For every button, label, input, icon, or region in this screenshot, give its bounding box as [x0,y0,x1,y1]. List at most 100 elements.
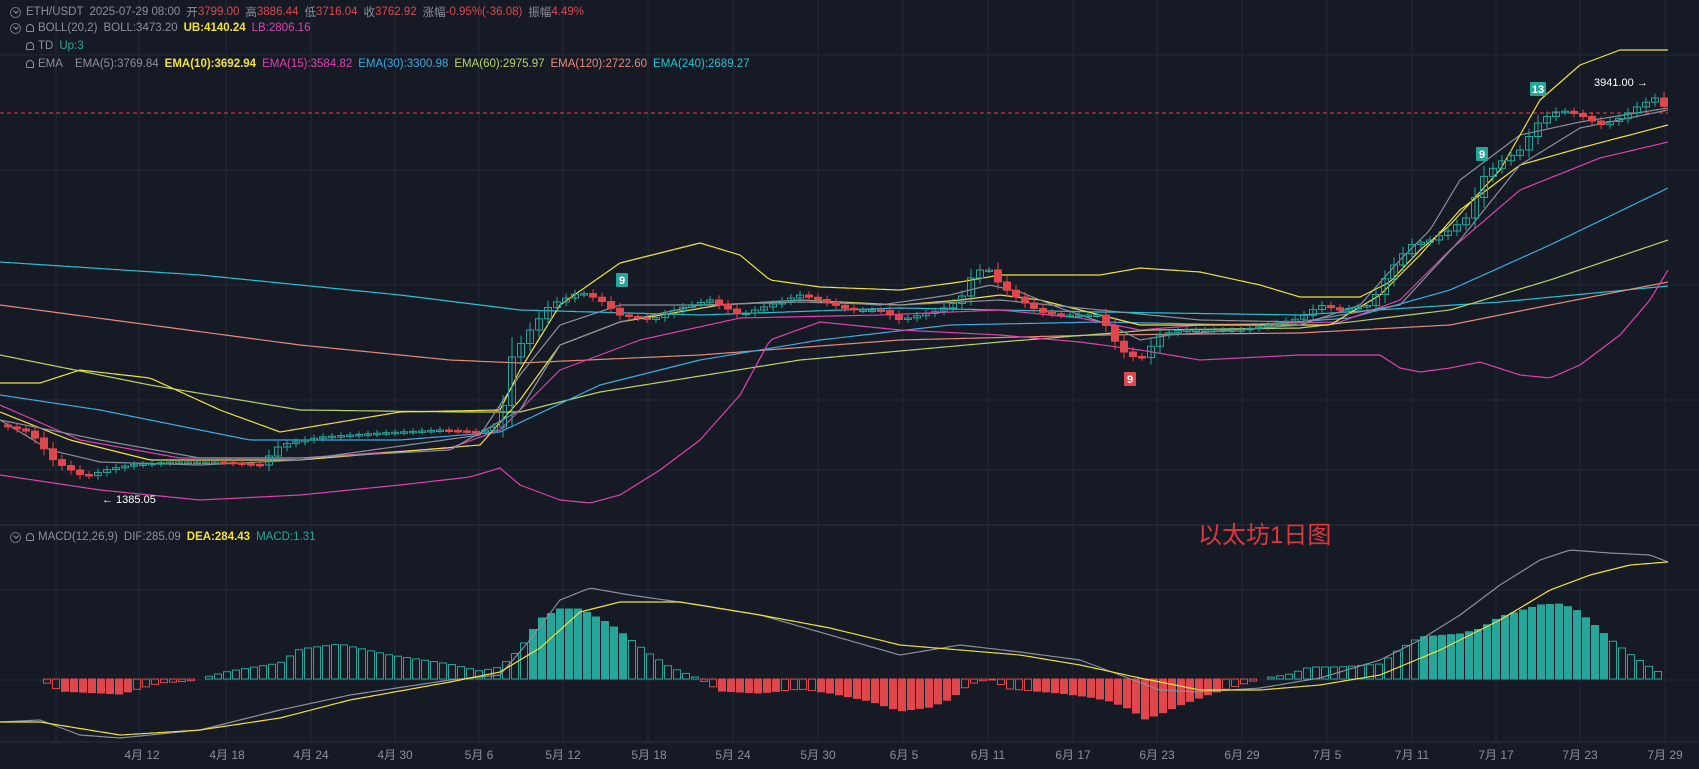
macd-bar [1618,647,1626,680]
macd-bar [394,655,402,680]
candle [1129,351,1137,357]
macd-bar [601,621,609,680]
macd-bar [1195,678,1203,699]
macd-bar [970,678,978,684]
macd-bar [322,645,330,680]
collapse-toggle-icon[interactable] [10,531,21,543]
x-tick-label: 4月 30 [377,748,413,762]
macd-bar [1168,678,1176,710]
bell-icon[interactable] [26,533,34,541]
candle [1084,314,1092,317]
candle [229,461,237,465]
candle [472,430,480,434]
bell-icon[interactable] [26,24,34,32]
bell-icon[interactable] [26,42,34,50]
macd-bar [1492,618,1500,680]
candle [553,301,561,309]
candle [175,461,183,464]
candle [607,301,615,309]
candle [274,446,282,457]
x-tick-label: 6月 11 [971,748,1006,762]
macd-bar [1645,665,1653,680]
candle [742,312,750,315]
candle [1489,167,1497,177]
bell-icon[interactable] [26,60,34,68]
macd-bar [547,613,555,680]
candle [1543,116,1551,124]
candle [373,432,381,436]
macd-bar [835,678,843,696]
macd-bar [1132,678,1140,714]
macd-bar [169,678,177,683]
candle [49,448,57,461]
macd-bar [1312,666,1320,680]
macd-bar [313,646,321,680]
ema-item: EMA(30):3300.98 [358,58,449,70]
candle [598,296,606,303]
candle [193,461,201,464]
boll-upper-line [0,49,1668,433]
macd-bar [1024,678,1032,691]
candle [985,269,993,272]
macd-bar [1105,678,1113,702]
macd-bar [826,678,834,694]
ema-item: EMA(60):2975.97 [454,58,545,70]
candle [67,465,75,471]
ema240-line [0,261,1669,316]
macd-bar [115,678,123,695]
macd-bar [1528,606,1536,680]
macd-bar [286,655,294,680]
candle [1534,122,1542,137]
td-legend: TD Up:3 [10,40,84,52]
candle [382,432,390,435]
candle [112,467,120,471]
macd-dif: DIF:285.09 [123,531,181,543]
candle [1651,97,1659,103]
macd-bar [646,653,654,680]
macd-bar [592,616,600,680]
macd-bar [1123,678,1131,709]
macd-bar [637,646,645,680]
candle [958,295,966,304]
candle [922,313,930,317]
x-tick-label: 6月 29 [1224,748,1260,762]
macd-legend: MACD(12,26,9) DIF:285.09 DEA:284.43 MACD… [10,531,316,543]
macd-bar [619,633,627,680]
macd-bar [448,663,456,680]
candle [265,455,273,466]
boll-lower-line [0,269,1669,504]
candle [319,436,327,439]
candle [1372,294,1380,306]
candle [409,430,417,434]
candle [427,429,435,433]
collapse-toggle-icon[interactable] [10,6,21,18]
macd-bar [853,678,861,699]
macd-bar [1231,678,1239,687]
candle [481,429,489,433]
candle [238,462,246,465]
candle [1246,327,1254,331]
candle [1606,121,1614,126]
candle [1075,314,1083,317]
candle [1642,101,1650,108]
candle [832,301,840,306]
macd-bar [223,671,231,680]
macd-bar [1051,678,1059,694]
collapse-toggle-icon[interactable] [10,22,21,34]
macd-dea-line [0,561,1669,736]
candle [418,430,426,433]
candle [58,459,66,467]
macd-bar [727,678,735,693]
macd-bar [331,644,339,680]
candle [1444,230,1452,236]
macd-bar [1285,673,1293,680]
macd-bar [808,678,816,692]
amp-value: 4.49% [551,6,584,18]
x-tick-label: 6月 5 [890,748,919,762]
candle [1030,302,1038,309]
macd-bar [79,678,87,693]
candle [1633,106,1641,114]
ema10-line [0,124,1669,461]
candle [1525,136,1533,151]
